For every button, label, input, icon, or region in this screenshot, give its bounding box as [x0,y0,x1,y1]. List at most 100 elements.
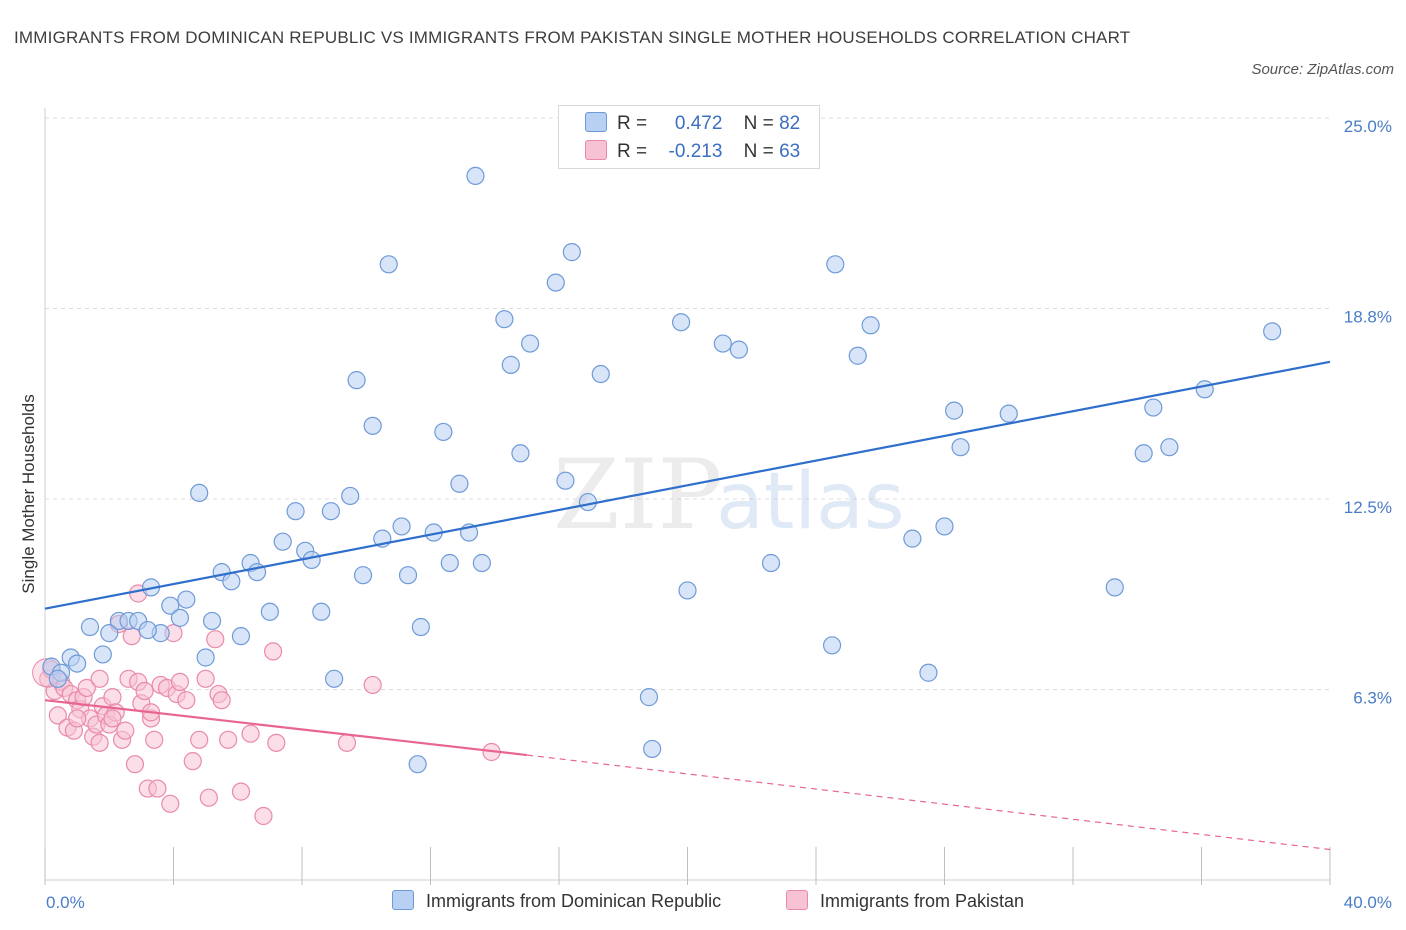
point-dominican [472,553,491,573]
point-dominican [591,364,610,384]
point-dominican [273,532,292,551]
point-dominican [161,596,180,615]
trend-line-dominican [44,360,1331,610]
point-pakistan [190,730,209,749]
point-pakistan [103,709,122,728]
point-dominican [935,517,954,536]
point-dominican [511,444,530,463]
watermark: ZIP atlas [553,439,905,551]
legend-swatch-pink [786,890,808,910]
point-dominican [1263,322,1282,341]
point-dominican [302,550,321,570]
point-pakistan [135,681,154,701]
point-dominican [1195,380,1214,399]
point-pakistan [241,724,260,743]
point-dominican [562,243,581,262]
point-dominican [945,401,964,420]
r-label: R = [617,141,648,162]
point-dominican [286,502,305,521]
point-pakistan [161,794,180,813]
point-pakistan [254,806,273,826]
legend-item-dominican: Immigrants from Dominican Republic [392,890,721,912]
point-dominican [556,471,575,490]
point-pakistan [103,688,122,707]
r-label: R = [617,113,648,134]
point-pakistan [170,672,190,691]
point-dominican [353,566,373,585]
point-dominican [761,553,781,573]
point-pakistan [183,752,202,771]
n-value-pink: 63 [779,141,801,162]
point-pakistan [125,755,145,774]
point-dominican [501,355,520,374]
point-dominican [639,688,659,707]
watermark-atlas: atlas [716,457,905,547]
point-pakistan [263,642,283,661]
trend-line-pakistan [44,699,527,757]
point-dominican [1134,444,1153,463]
n-label: N = [743,113,774,134]
point-dominican [440,553,459,573]
n-value-blue: 82 [779,113,801,134]
point-dominican [434,422,453,442]
point-dominican [848,346,867,365]
point-pakistan [363,675,382,695]
n-label: N = [743,141,774,162]
point-dominican [951,438,970,457]
point-pakistan [68,709,87,728]
point-dominican [202,611,222,631]
series-legend: Immigrants from Dominican Republic Immig… [0,890,1406,916]
point-dominican [231,627,251,646]
y-axis-title: Single Mother Households [19,394,38,593]
point-pakistan [145,730,164,749]
point-dominican [138,620,157,640]
y-tick-label: 12.5% [1344,498,1392,517]
point-dominican [321,502,341,521]
point-pakistan [122,627,141,646]
point-dominican [341,486,360,506]
swatch-blue [585,112,607,132]
x-tick-label: 0.0% [46,893,85,912]
point-dominican [48,669,67,688]
point-dominican [678,581,697,600]
point-pakistan [90,733,109,752]
trend-line-pakistan-extrapolated [526,754,1331,851]
point-pakistan [116,721,135,740]
point-dominican [68,654,87,673]
point-dominican [643,739,662,759]
stats-row-pakistan: R = -0.213 N = 63 [585,140,800,164]
point-pakistan [212,691,231,710]
point-dominican [1105,578,1124,597]
legend-item-pakistan: Immigrants from Pakistan [786,890,1024,912]
point-dominican [170,608,190,627]
point-dominican [222,572,241,591]
point-pakistan [199,788,218,807]
point-dominican [196,648,215,667]
point-dominican [729,340,749,359]
point-dominican [325,669,344,688]
point-pakistan [48,706,67,725]
point-dominican [1160,438,1179,457]
point-pakistan [219,730,238,749]
axes [44,108,1331,885]
r-value-pink: -0.213 [668,141,723,162]
point-dominican [392,517,411,536]
point-dominican [260,602,279,621]
point-dominican [1144,398,1163,417]
legend-label-pakistan: Immigrants from Pakistan [820,891,1025,911]
stats-legend: R = 0.472 N = 82 R = -0.213 N = 63 [558,105,820,169]
stats-row-dominican: R = 0.472 N = 82 [585,112,800,136]
y-tick-label: 6.3% [1353,689,1392,708]
swatch-pink [585,140,607,160]
point-pakistan [177,691,196,710]
point-dominican [861,316,880,335]
point-dominican [713,334,732,353]
point-dominican [347,371,366,390]
point-dominican [408,755,427,774]
point-pakistan [77,678,96,698]
point-dominican [826,255,845,274]
gridlines [45,117,1330,690]
point-dominican [546,273,565,292]
point-pakistan [231,782,251,801]
